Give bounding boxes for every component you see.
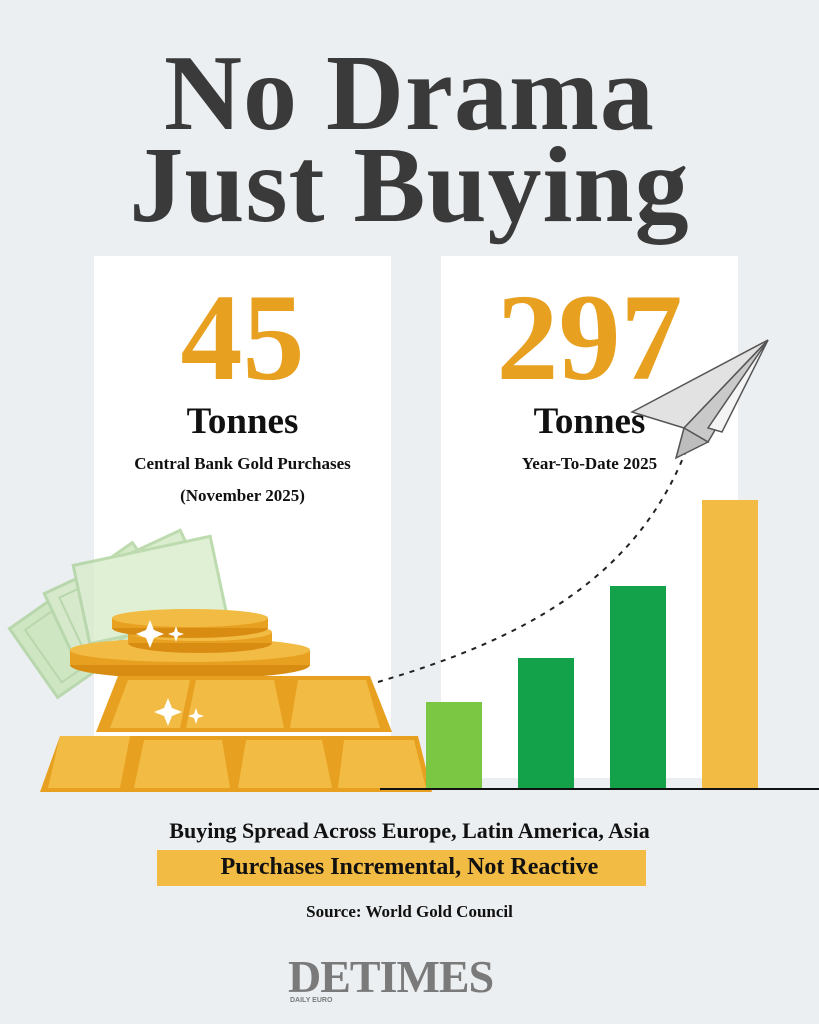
dashed-trend-line [377, 439, 691, 683]
stat-unit: Tonnes [533, 401, 646, 442]
highlight-box [157, 850, 646, 886]
footer-regions-text: Buying Spread Across Europe, Latin Ameri… [169, 818, 650, 843]
sparkle-icon [136, 620, 204, 726]
stat-value: 297 [496, 269, 683, 406]
stat-label: Year-To-Date 2025 [521, 454, 658, 473]
bar-3 [610, 586, 666, 788]
source-text: Source: World Gold Council [306, 902, 513, 921]
logo-mark: DETIMES [288, 952, 493, 1002]
stat-label: Central Bank Gold Purchases [134, 454, 351, 473]
stat-value: 45 [180, 269, 305, 406]
coins-icon [70, 609, 310, 679]
bar-4 [702, 500, 758, 788]
paper-plane-icon [630, 339, 769, 460]
stat-card-ytd: 297 Tonnes Year-To-Date 2025 [441, 256, 738, 778]
footer-highlight-text: Purchases Incremental, Not Reactive [220, 854, 599, 880]
stat-period: (November 2025) [180, 486, 305, 505]
gold-bars-icon [40, 676, 432, 792]
bar-1 [426, 702, 482, 788]
chart-baseline [380, 788, 819, 790]
headline-line-1: No Drama [164, 34, 655, 153]
logo-small-text: DAILY EURO [290, 997, 333, 1004]
headline-line-2: Just Buying [129, 126, 690, 245]
stat-unit: Tonnes [186, 401, 299, 442]
detimes-logo: DETIMES DAILY EURO [288, 952, 494, 1004]
bar-2 [518, 658, 574, 788]
